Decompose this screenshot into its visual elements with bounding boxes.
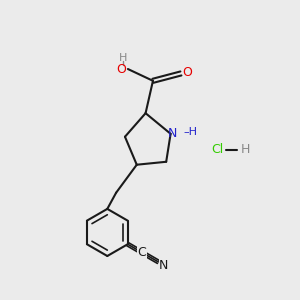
Text: N: N — [167, 127, 177, 140]
Text: C: C — [137, 246, 146, 259]
Text: O: O — [116, 62, 126, 76]
Text: –H: –H — [183, 127, 197, 137]
Text: Cl: Cl — [212, 143, 224, 157]
Text: N: N — [159, 259, 169, 272]
Text: O: O — [182, 66, 192, 79]
Text: H: H — [118, 53, 127, 63]
Text: H: H — [241, 143, 250, 157]
